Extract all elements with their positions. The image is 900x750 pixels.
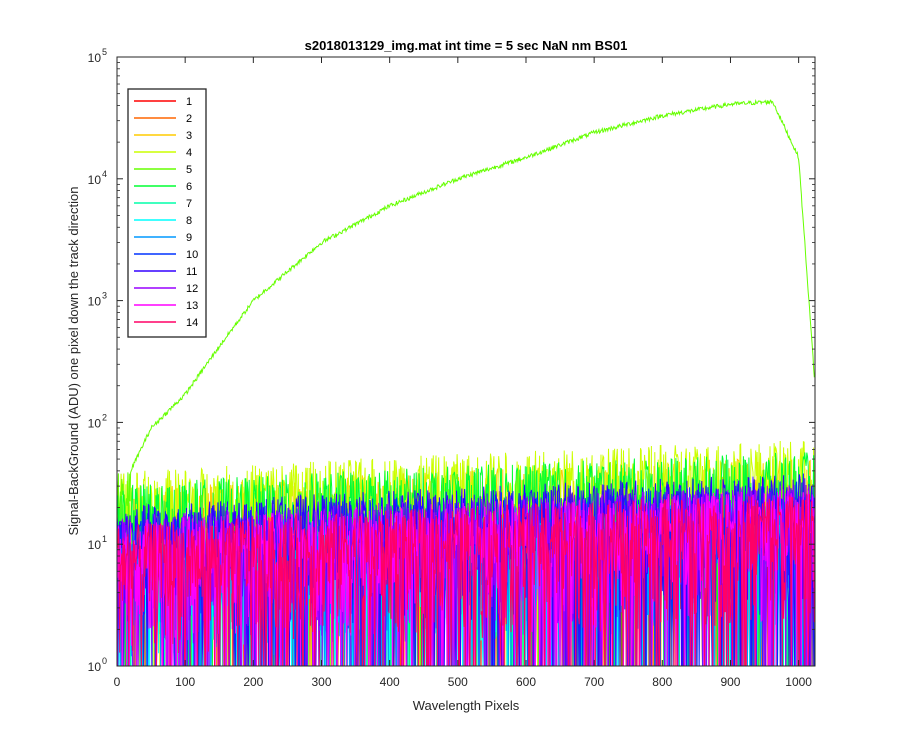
legend-label-6: 6 <box>186 181 192 193</box>
series-line-14 <box>117 493 815 666</box>
legend-label-14: 14 <box>186 317 198 329</box>
x-axis-label: Wavelength Pixels <box>413 698 520 713</box>
y-tick-exponent: 0 <box>102 656 107 666</box>
legend-label-4: 4 <box>186 147 192 159</box>
legend-label-2: 2 <box>186 113 192 125</box>
legend-label-13: 13 <box>186 300 198 312</box>
legend-label-5: 5 <box>186 164 192 176</box>
y-tick-label: 10 <box>88 416 102 430</box>
legend-label-12: 12 <box>186 283 198 295</box>
y-tick-exponent: 2 <box>102 412 107 422</box>
series-line-5 <box>117 98 815 666</box>
legend-label-9: 9 <box>186 232 192 244</box>
chart-title: s2018013129_img.mat int time = 5 sec NaN… <box>305 38 628 53</box>
legend-label-10: 10 <box>186 249 198 261</box>
x-tick-label: 300 <box>311 675 331 689</box>
y-tick-label: 10 <box>88 660 102 674</box>
x-tick-label: 1000 <box>785 675 812 689</box>
legend-label-11: 11 <box>186 266 197 278</box>
y-tick-exponent: 4 <box>102 169 107 179</box>
legend-label-3: 3 <box>186 130 192 142</box>
series-layer <box>117 98 815 666</box>
y-tick-label: 10 <box>88 51 102 65</box>
x-tick-label: 400 <box>380 675 400 689</box>
y-tick-label: 10 <box>88 538 102 552</box>
x-tick-label: 700 <box>584 675 604 689</box>
x-tick-label: 900 <box>720 675 740 689</box>
y-tick-exponent: 5 <box>102 47 107 57</box>
plot-area-border <box>116 56 816 667</box>
legend-label-8: 8 <box>186 215 192 227</box>
x-tick-label: 200 <box>243 675 263 689</box>
legend-label-7: 7 <box>186 198 192 210</box>
x-tick-label: 800 <box>652 675 672 689</box>
y-tick-exponent: 1 <box>102 534 107 544</box>
y-axis-label: Signal-BackGround (ADU) one pixel down t… <box>66 186 81 535</box>
legend-box <box>127 88 207 338</box>
y-tick-label: 10 <box>88 173 102 187</box>
x-tick-label: 100 <box>175 675 195 689</box>
x-tick-label: 600 <box>516 675 536 689</box>
x-tick-label: 500 <box>448 675 468 689</box>
legend-label-1: 1 <box>186 96 192 108</box>
y-tick-exponent: 3 <box>102 291 107 301</box>
y-tick-label: 10 <box>88 295 102 309</box>
x-tick-label: 0 <box>114 675 121 689</box>
